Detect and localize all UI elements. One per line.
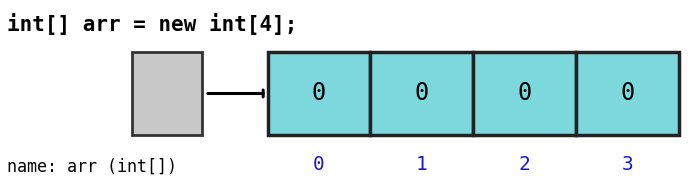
Text: 3: 3	[622, 155, 633, 174]
Text: 0: 0	[518, 82, 532, 105]
Text: int[] arr = new int[4];: int[] arr = new int[4];	[7, 13, 297, 35]
Bar	[473, 52, 576, 135]
Bar	[576, 52, 679, 135]
Text: 1: 1	[416, 155, 427, 174]
Bar	[268, 52, 370, 135]
Text: name: arr (int[]): name: arr (int[])	[7, 157, 177, 175]
Text: 2: 2	[519, 155, 530, 174]
Text: 0: 0	[312, 82, 326, 105]
Text: 0: 0	[415, 82, 429, 105]
Bar	[370, 52, 473, 135]
Text: 0: 0	[621, 82, 635, 105]
Bar	[132, 52, 202, 135]
Text: 0: 0	[313, 155, 325, 174]
